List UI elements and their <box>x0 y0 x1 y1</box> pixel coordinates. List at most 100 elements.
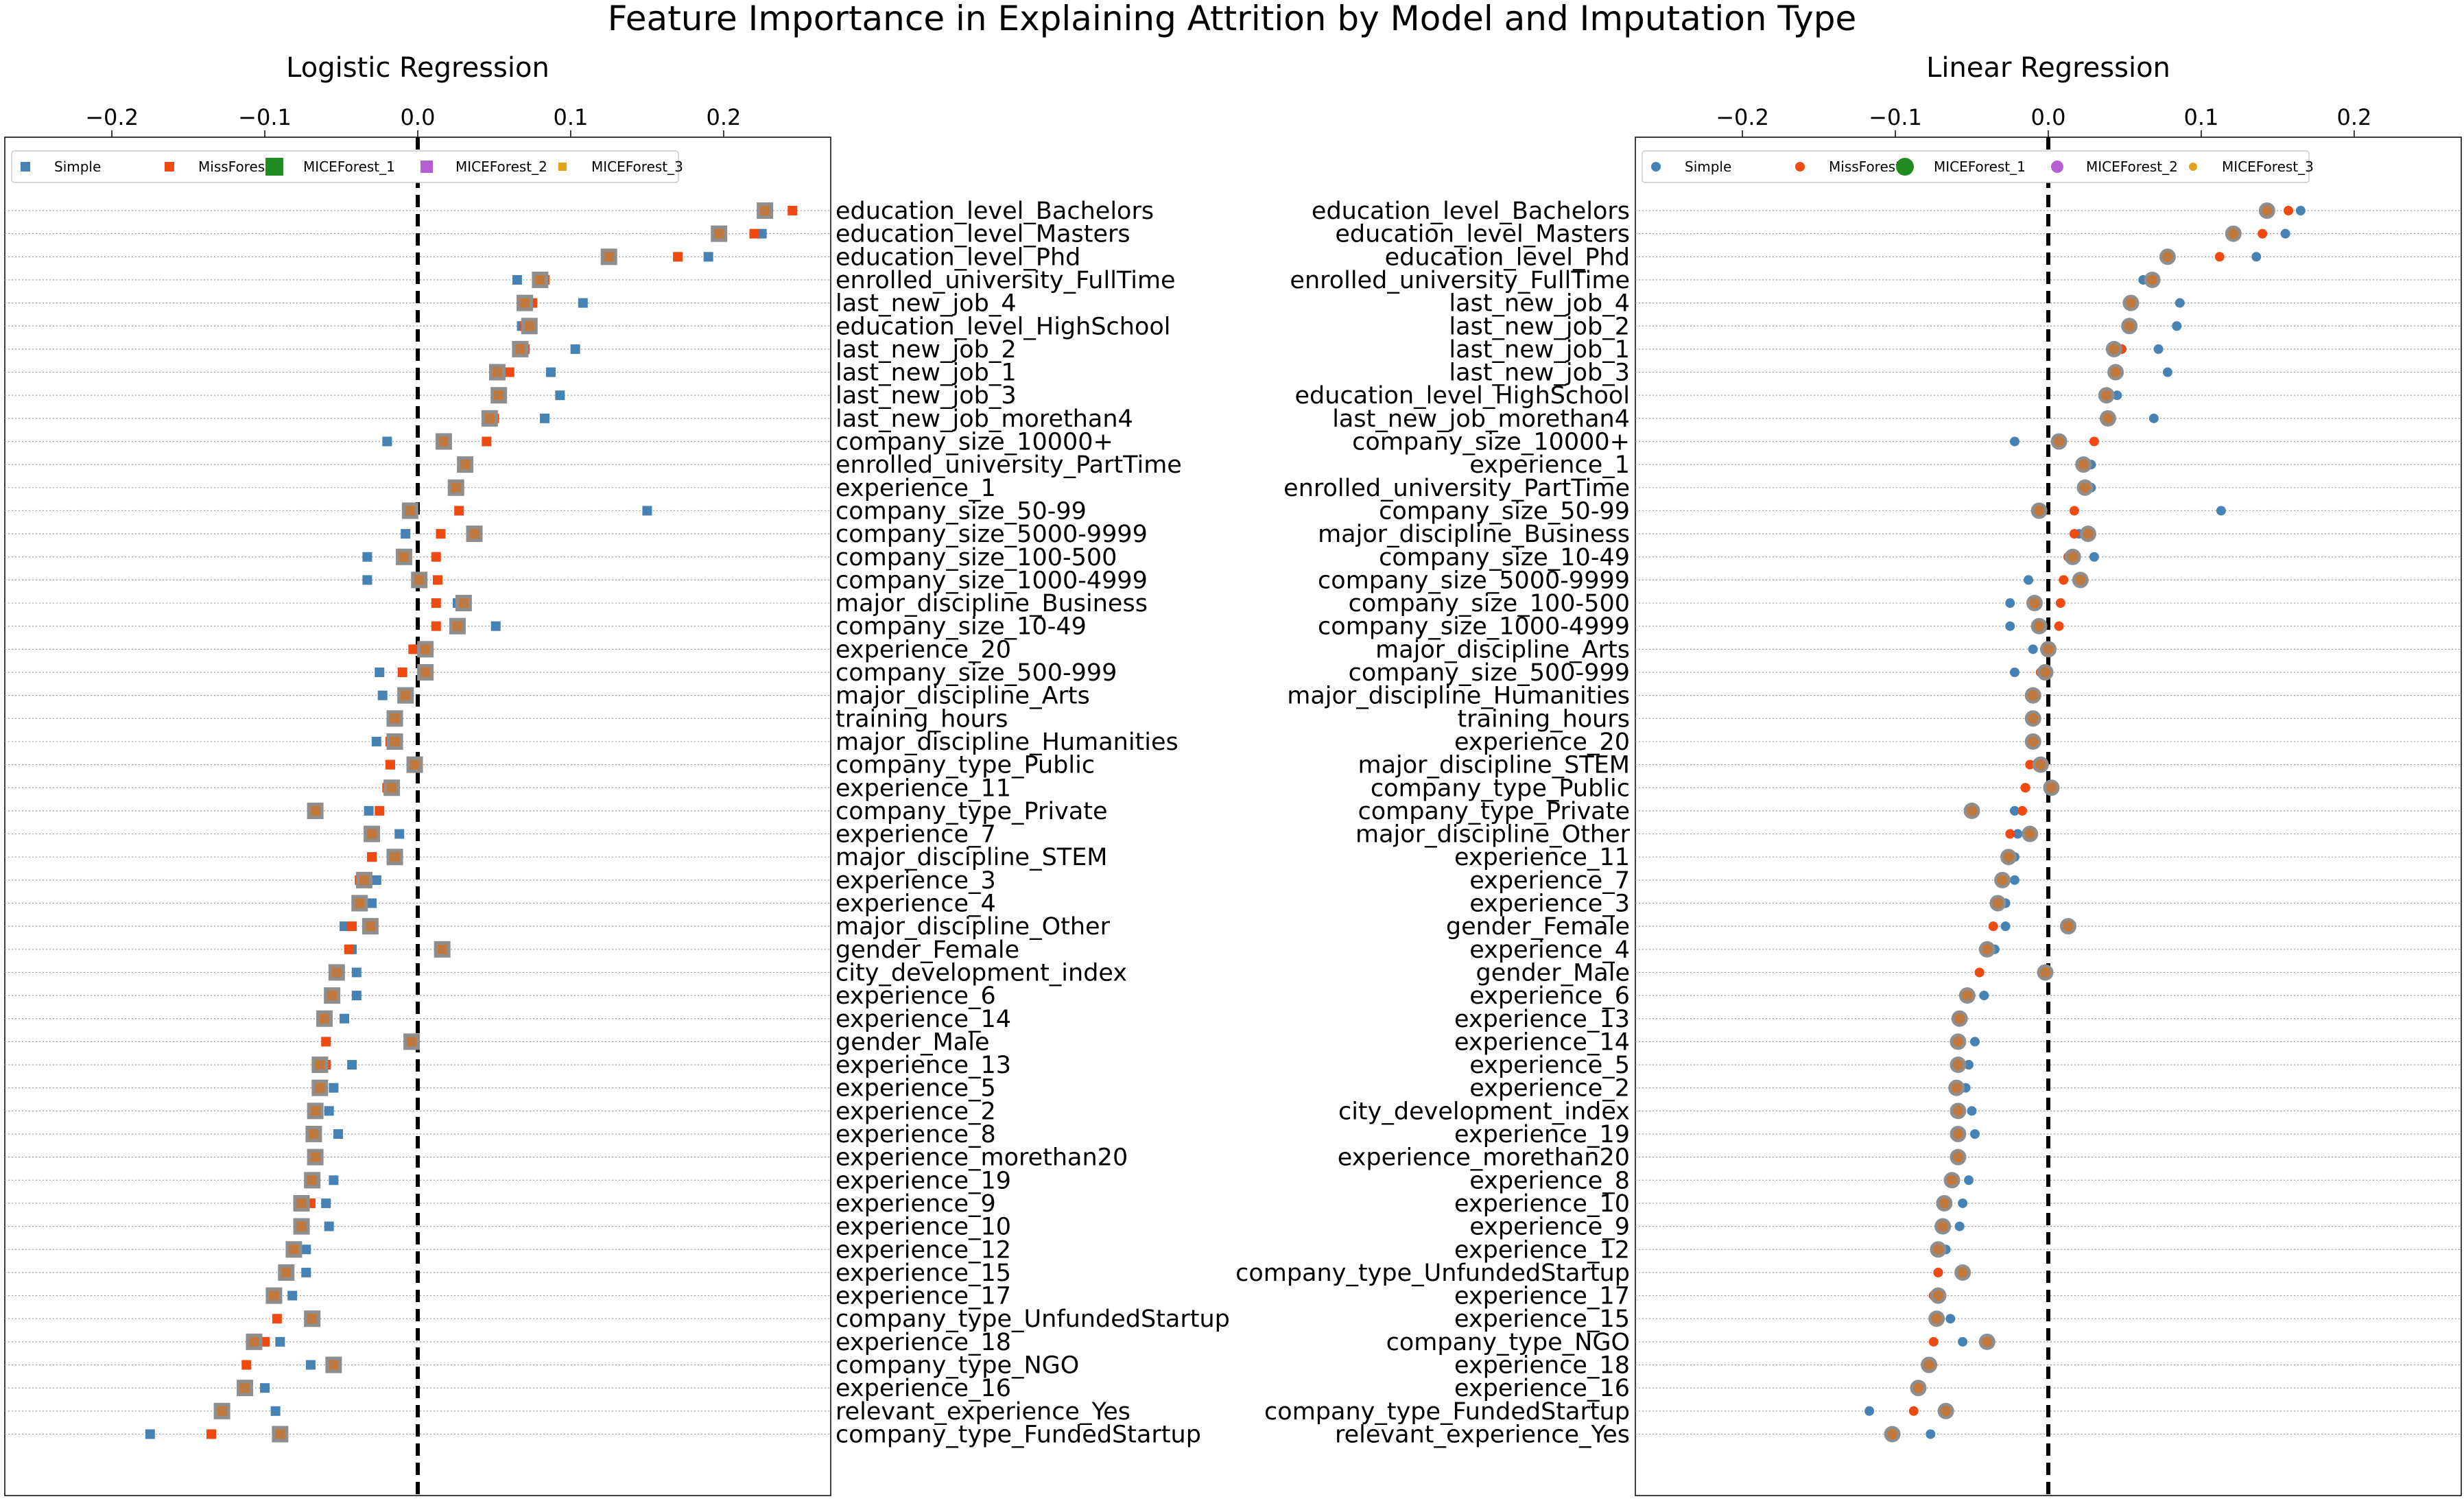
linear-point-miceforest-3 <box>1952 1059 1963 1070</box>
logit-legend-label: MissForest <box>198 158 270 175</box>
linear-point-miceforest-3 <box>2040 967 2051 978</box>
linear-point-simple <box>2013 829 2023 839</box>
logit-point-simple <box>382 436 392 447</box>
logit-point-simple <box>260 1383 270 1393</box>
logit-feature-label: experience_20 <box>836 636 1011 663</box>
linear-point-missforest <box>1988 921 1998 932</box>
linear-point-miceforest-3 <box>1887 1428 1898 1439</box>
linear-feature-label: gender_Female <box>1446 913 1630 941</box>
logit-legend: Simple MissForest MICEForest_1 MICEForest_2… <box>11 150 683 183</box>
linear-point-simple <box>2148 413 2159 423</box>
logit-point-miceforest-3 <box>515 344 525 354</box>
linear-feature-label: experience_6 <box>1469 982 1630 1010</box>
linear-point-miceforest-3 <box>1937 1221 1948 1232</box>
linear-point-miceforest-3 <box>1952 1036 1963 1047</box>
logit-feature-label: experience_18 <box>836 1329 1011 1356</box>
linear-point-miceforest-3 <box>1962 990 1973 1001</box>
linear-point-simple <box>2028 644 2038 654</box>
linear-point-simple <box>2024 575 2034 585</box>
logit-point-miceforest-3 <box>484 413 495 423</box>
linear-feature-label: enrolled_university_FullTime <box>1290 267 1630 294</box>
logit-point-simple <box>305 1360 316 1370</box>
linear-point-simple <box>2005 598 2015 609</box>
logit-point-miceforest-3 <box>405 506 415 516</box>
logit-point-miceforest-3 <box>407 1037 417 1047</box>
logit-feature-label: company_size_50-99 <box>836 497 1087 525</box>
logit-point-miceforest-3 <box>327 991 337 1001</box>
linear-point-missforest <box>2054 621 2064 631</box>
logit-point-miceforest-3 <box>355 898 365 908</box>
linear-point-simple <box>1964 1175 1974 1185</box>
linear-point-simple <box>2162 367 2172 377</box>
linear-point-simple <box>2009 436 2019 447</box>
linear-feature-label: enrolled_university_PartTime <box>1283 475 1630 502</box>
linear-point-miceforest-3 <box>1954 1013 1965 1024</box>
logit-feature-label: experience_15 <box>836 1260 1011 1287</box>
logit-feature-label: experience_10 <box>836 1214 1011 1241</box>
logit-point-missforest <box>432 575 442 585</box>
linear-point-missforest <box>2017 805 2028 816</box>
linear-title: Linear Regression <box>1926 52 2170 84</box>
linear-point-miceforest-3 <box>2029 598 2040 609</box>
logit-feature-label: experience_9 <box>836 1190 996 1218</box>
linear-feature-label: education_level_Phd <box>1385 244 1630 271</box>
logit-point-miceforest-3 <box>296 1198 307 1208</box>
linear-point-simple <box>2005 621 2015 631</box>
logit-feature-label: experience_16 <box>836 1375 1011 1402</box>
linear-legend-label: Simple <box>1685 158 1731 175</box>
linear-point-miceforest-3 <box>2101 390 2112 401</box>
linear-feature-label: company_size_500-999 <box>1349 659 1630 687</box>
logit-point-missforest <box>344 944 354 954</box>
linear-feature-label: experience_12 <box>1454 1236 1630 1264</box>
logit-point-missforest <box>397 668 407 677</box>
logit-point-simple <box>364 805 374 816</box>
linear-legend-marker <box>1896 158 1914 176</box>
linear-point-miceforest-3 <box>1931 1313 1942 1324</box>
logit-point-miceforest-3 <box>524 321 534 331</box>
logit-point-miceforest-3 <box>437 944 447 954</box>
linear-point-miceforest-3 <box>2028 690 2039 701</box>
linear-feature-label: company_type_Public <box>1371 775 1630 802</box>
logit-point-miceforest-3 <box>535 274 545 285</box>
logit-feature-label: experience_7 <box>836 821 996 849</box>
linear-point-missforest <box>1928 1336 1939 1347</box>
linear-point-simple <box>1864 1406 1875 1416</box>
linear-point-miceforest-3 <box>2046 782 2057 793</box>
linear-legend-label: MICEForest_3 <box>2222 158 2314 175</box>
logit-legend-label: MICEForest_2 <box>455 158 547 175</box>
logit-point-simple <box>578 298 588 308</box>
linear-point-missforest <box>1908 1406 1919 1416</box>
logit-point-simple <box>367 898 377 908</box>
logit-feature-label: company_size_500-999 <box>836 659 1117 687</box>
logit-legend-label: MICEForest_1 <box>303 158 395 175</box>
linear-point-miceforest-3 <box>2080 482 2091 493</box>
logit-point-miceforest-3 <box>420 668 431 677</box>
logit-xtick-label: 0.2 <box>706 104 741 130</box>
logit-feature-label: major_discipline_STEM <box>836 844 1108 871</box>
logit-point-simple <box>301 1244 311 1255</box>
logit-point-miceforest-3 <box>520 298 530 308</box>
logit-point-miceforest-3 <box>329 1360 339 1370</box>
logit-point-simple <box>339 1013 349 1024</box>
linear-regression-panel: Linear Regression −0.2 −0.1 0.0 0.1 0.2 educat… <box>1235 52 2462 1496</box>
logit-point-miceforest-3 <box>438 436 449 447</box>
linear-point-miceforest-3 <box>2043 644 2054 654</box>
logit-point-missforest <box>673 252 683 262</box>
linear-point-miceforest-3 <box>2124 320 2135 331</box>
logit-point-miceforest-3 <box>315 1060 325 1070</box>
logit-point-simple <box>362 552 372 562</box>
logit-point-missforest <box>385 759 395 770</box>
logit-point-missforest <box>431 621 441 631</box>
linear-point-miceforest-3 <box>2110 367 2121 378</box>
logit-point-missforest <box>347 921 357 932</box>
logit-point-miceforest-3 <box>410 759 420 770</box>
logit-feature-label: gender_Male <box>836 1028 989 1056</box>
logit-point-miceforest-3 <box>494 390 504 401</box>
linear-point-miceforest-3 <box>2102 413 2113 424</box>
logit-point-miceforest-3 <box>310 805 320 816</box>
linear-feature-label: experience_8 <box>1469 1167 1630 1194</box>
logit-feature-label: experience_8 <box>836 1121 996 1148</box>
linear-point-miceforest-3 <box>1912 1382 1923 1393</box>
logit-point-missforest <box>206 1429 216 1439</box>
linear-point-simple <box>1969 1037 1980 1047</box>
